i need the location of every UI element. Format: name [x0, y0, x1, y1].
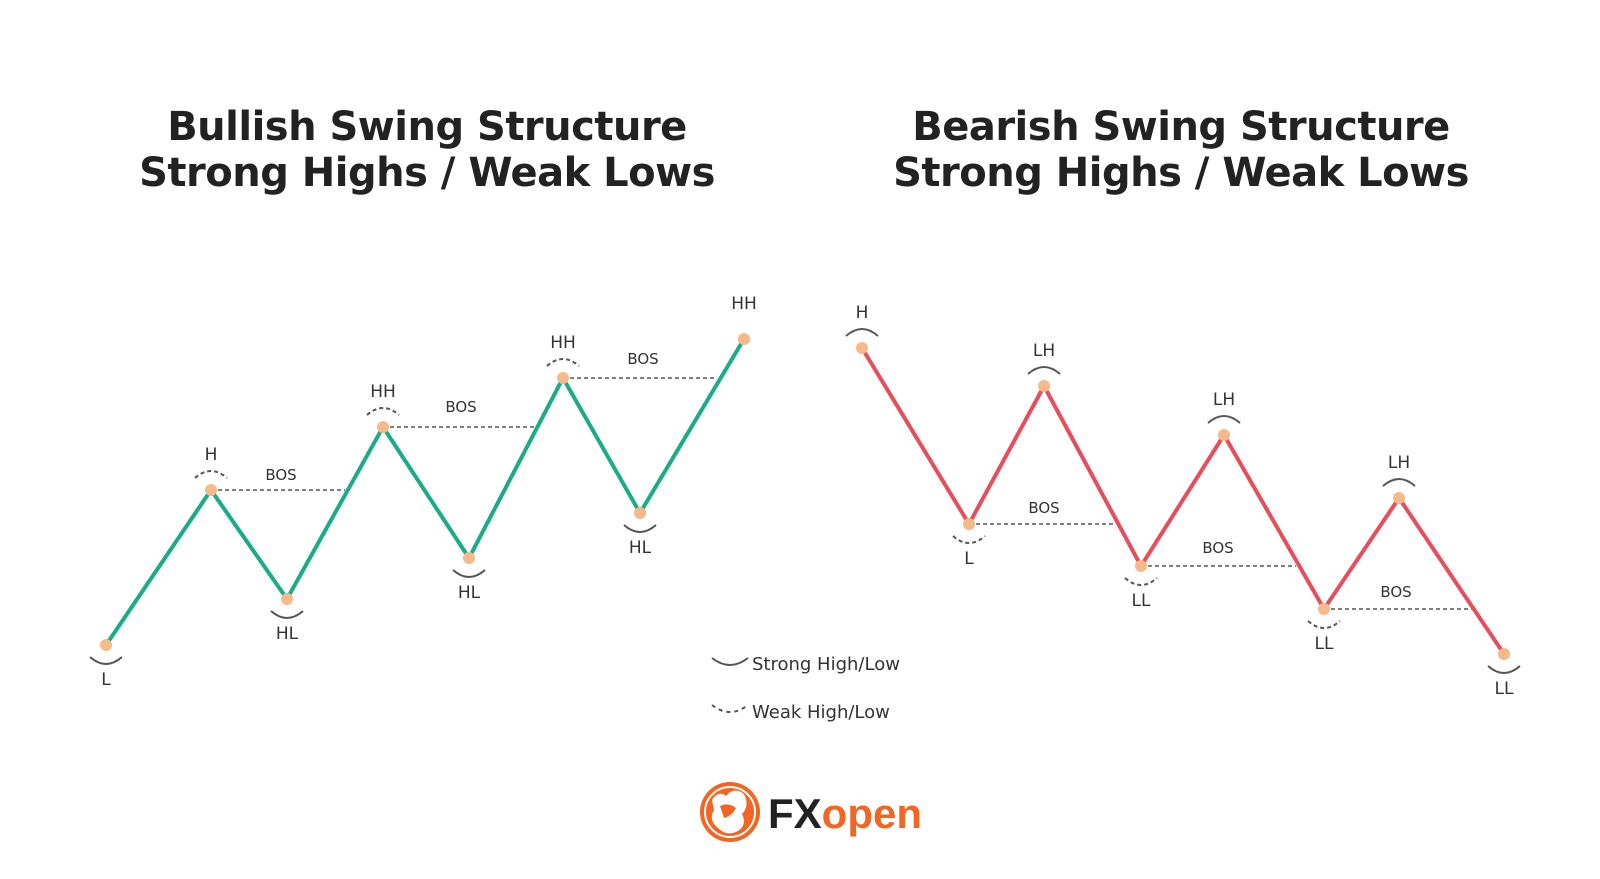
- swing-point-label: HH: [550, 333, 576, 353]
- strong-arc-icon: [1207, 415, 1241, 424]
- swing-point-marker: [963, 518, 975, 530]
- swing-point-marker: [377, 421, 389, 433]
- weak-arc-icon: [1307, 620, 1341, 629]
- swing-point-marker: [1318, 603, 1330, 615]
- legend-strong-label: Strong High/Low: [752, 654, 900, 675]
- bullish-title: Bullish Swing Structure Strong Highs / W…: [47, 104, 807, 196]
- weak-arc-icon: [711, 704, 749, 713]
- swing-point-label: LL: [1495, 679, 1514, 699]
- bullish-title-line2: Strong Highs / Weak Lows: [139, 150, 715, 196]
- bull-emblem-icon: [700, 782, 760, 842]
- swing-point-marker: [634, 507, 646, 519]
- swing-point-label: L: [964, 549, 974, 569]
- swing-line: [860, 346, 1506, 656]
- weak-arc-icon: [194, 470, 228, 479]
- swing-point-label: HL: [458, 583, 481, 603]
- strong-arc-icon: [845, 328, 879, 337]
- swing-point-marker: [100, 639, 112, 651]
- strong-arc-icon: [711, 657, 749, 666]
- swing-point-label: HH: [731, 294, 757, 314]
- swing-point-marker: [1218, 429, 1230, 441]
- strong-arc-icon: [89, 656, 123, 665]
- bearish-title-line2: Strong Highs / Weak Lows: [893, 150, 1469, 196]
- strong-arc-icon: [623, 524, 657, 533]
- weak-arc-icon: [546, 358, 580, 367]
- swing-point-label: L: [101, 670, 111, 690]
- swing-point-label: H: [856, 303, 869, 323]
- bearish-title: Bearish Swing Structure Strong Highs / W…: [801, 104, 1561, 196]
- weak-arc-icon: [1124, 577, 1158, 586]
- strong-arc-icon: [1382, 478, 1416, 487]
- strong-arc-icon: [1487, 665, 1521, 674]
- swing-point-marker: [1038, 380, 1050, 392]
- bos-label: BOS: [445, 398, 476, 416]
- swing-point-marker: [557, 372, 569, 384]
- swing-point-marker: [281, 593, 293, 605]
- weak-arc-icon: [952, 535, 986, 544]
- bos-label: BOS: [1202, 539, 1233, 557]
- swing-point-label: LH: [1388, 453, 1410, 473]
- bullish-title-line1: Bullish Swing Structure: [167, 104, 687, 150]
- bearish-title-line1: Bearish Swing Structure: [912, 104, 1450, 150]
- swing-point-marker: [205, 484, 217, 496]
- swing-point-label: H: [205, 445, 218, 465]
- strong-arc-icon: [270, 610, 304, 619]
- swing-point-marker: [1498, 648, 1510, 660]
- bullish-panel: BOS BOS BOS L H HL HH HL HH HL HH: [89, 294, 757, 690]
- swing-point-marker: [856, 342, 868, 354]
- bos-label: BOS: [1380, 583, 1411, 601]
- weak-arc-icon: [366, 407, 400, 416]
- swing-line: [104, 337, 746, 647]
- strong-arc-icon: [1027, 366, 1061, 375]
- swing-point-label: HL: [629, 538, 652, 558]
- swing-point-label: LL: [1315, 634, 1334, 654]
- logo-fx-text: FXopen: [768, 790, 922, 837]
- swing-point-label: LH: [1033, 341, 1055, 361]
- bos-label: BOS: [265, 466, 296, 484]
- bos-label: BOS: [1028, 499, 1059, 517]
- swing-point-label: LH: [1213, 390, 1235, 410]
- fxopen-logo: FXopen: [700, 782, 922, 842]
- legend: Strong High/Low Weak High/Low: [711, 654, 900, 723]
- legend-weak-label: Weak High/Low: [752, 702, 890, 723]
- swing-point-label: HL: [276, 624, 299, 644]
- swing-point-marker: [1393, 492, 1405, 504]
- swing-point-label: LL: [1132, 591, 1151, 611]
- strong-arc-icon: [452, 569, 486, 578]
- bearish-panel: BOS BOS BOS H L LH LL LH LL LH LL: [845, 303, 1521, 699]
- swing-point-marker: [1135, 560, 1147, 572]
- swing-point-label: HH: [370, 382, 396, 402]
- swing-point-marker: [463, 552, 475, 564]
- swing-point-marker: [738, 333, 750, 345]
- bos-label: BOS: [627, 350, 658, 368]
